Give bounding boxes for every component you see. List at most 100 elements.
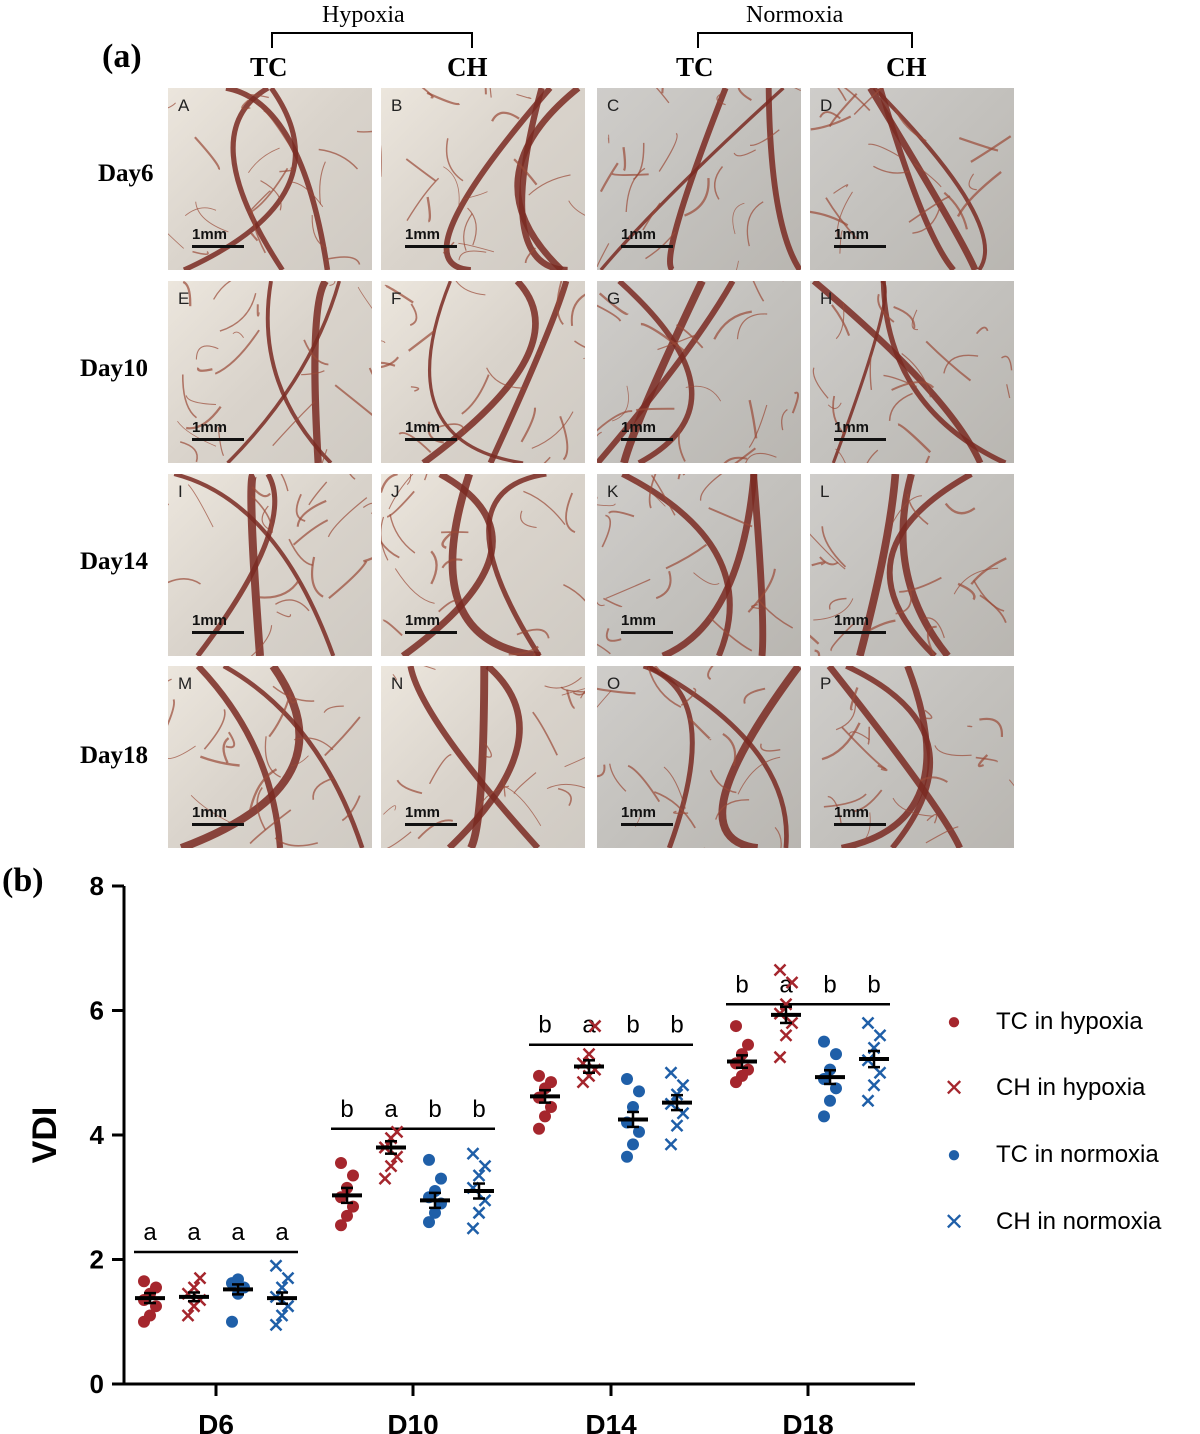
scale-bar (405, 245, 457, 248)
photo-letter: N (391, 674, 404, 693)
group-label-tc-hypoxia: TC (250, 52, 288, 82)
scale-bar (834, 823, 886, 826)
data-point (742, 1063, 754, 1076)
data-point (867, 1078, 881, 1092)
scale-bar (621, 631, 673, 634)
legend-circle-marker: ● (946, 1008, 962, 1035)
photo-letter: M (178, 674, 193, 693)
data-point (275, 1309, 289, 1322)
scale-bar-label: 1mm (192, 804, 228, 821)
photo-letter: E (178, 289, 190, 308)
vessel-photo: D 1mm (810, 88, 1014, 270)
group-label-tc-normoxia: TC (676, 52, 714, 82)
vessel-photo: A 1mm (168, 88, 372, 270)
normoxia-bracket (697, 32, 913, 48)
photo-letter: C (607, 96, 620, 115)
photo-letter: O (607, 674, 621, 693)
data-point (347, 1169, 359, 1182)
scale-bar (192, 438, 244, 441)
data-point (378, 1172, 392, 1185)
vessel-pattern (811, 281, 1013, 463)
vessel-photo: J 1mm (381, 474, 585, 656)
photo-letter: B (391, 96, 403, 115)
data-point (275, 1281, 289, 1294)
significance-letter: b (735, 971, 748, 998)
significance-letter: a (275, 1219, 289, 1246)
data-point (335, 1157, 347, 1170)
data-point (138, 1275, 150, 1288)
day-label-10: Day10 (80, 355, 149, 382)
day-label-14: Day14 (80, 548, 149, 575)
significance-letter: a (231, 1219, 245, 1246)
data-point (335, 1219, 347, 1232)
data-point (539, 1110, 551, 1123)
data-point (390, 1125, 404, 1139)
vessel-pattern (810, 88, 1012, 270)
vessel-photo: H 1mm (810, 281, 1014, 463)
hypoxia-bracket (271, 32, 473, 48)
data-point (627, 1100, 639, 1113)
vessel-pattern (597, 281, 799, 463)
vessel-pattern (383, 666, 585, 848)
data-point (785, 976, 799, 989)
data-point (588, 1019, 602, 1033)
vessel-photo: G 1mm (597, 281, 801, 463)
scale-bar-label: 1mm (192, 226, 228, 243)
significance-letter: a (779, 971, 793, 998)
vessel-pattern (177, 281, 372, 463)
data-point (633, 1085, 645, 1098)
vessel-photo: N 1mm (381, 666, 585, 848)
y-tick-label: 8 (90, 871, 104, 901)
vessel-photo: I 1mm (168, 474, 372, 656)
data-point (226, 1315, 238, 1328)
scale-bar-label: 1mm (405, 226, 441, 243)
group-label-ch-normoxia: CH (886, 52, 927, 82)
vessel-photo: C 1mm (597, 88, 801, 270)
y-tick-label: 6 (90, 996, 104, 1026)
day-label-18: Day18 (80, 742, 149, 769)
scale-bar (621, 823, 673, 826)
x-tick-label: D18 (782, 1409, 833, 1434)
data-point (472, 1206, 486, 1220)
data-point (281, 1271, 295, 1285)
significance-letter: a (384, 1096, 398, 1123)
scale-bar (405, 631, 457, 634)
y-tick-label: 2 (90, 1245, 104, 1275)
condition-label-normoxia: Normoxia (746, 2, 844, 28)
data-point (621, 1150, 633, 1163)
legend-cross-marker: ✕ (943, 1075, 965, 1102)
data-point (341, 1209, 353, 1222)
photo-letter: H (820, 289, 833, 308)
data-point (861, 1094, 875, 1108)
significance-letter: b (340, 1096, 353, 1123)
vessel-pattern (381, 88, 585, 270)
vessel-pattern (168, 88, 372, 270)
vessel-pattern (597, 666, 801, 848)
x-tick-label: D10 (387, 1409, 438, 1434)
data-point (545, 1076, 557, 1089)
vessel-pattern (168, 666, 365, 848)
scale-bar (405, 823, 457, 826)
scale-bar (834, 245, 886, 248)
legend-cross-marker: ✕ (943, 1209, 965, 1236)
photo-letter: G (607, 289, 621, 308)
photo-letter: P (820, 674, 832, 693)
data-point (664, 1066, 678, 1080)
scale-bar-label: 1mm (834, 804, 870, 821)
vessel-pattern (597, 474, 794, 656)
significance-letter: b (670, 1012, 683, 1039)
photo-letter: L (820, 482, 830, 501)
data-point (621, 1072, 633, 1085)
panel-b-label: (b) (2, 862, 44, 899)
data-point (478, 1159, 492, 1173)
significance-letter: b (626, 1012, 639, 1039)
data-point (818, 1035, 830, 1048)
data-point (478, 1193, 492, 1207)
data-point (873, 1029, 887, 1042)
y-axis-label: VDI (26, 1107, 64, 1164)
data-point (664, 1137, 678, 1151)
data-point (281, 1299, 295, 1313)
vessel-pattern (381, 474, 585, 656)
data-point (423, 1216, 435, 1229)
vessel-photo: P 1mm (810, 666, 1014, 848)
